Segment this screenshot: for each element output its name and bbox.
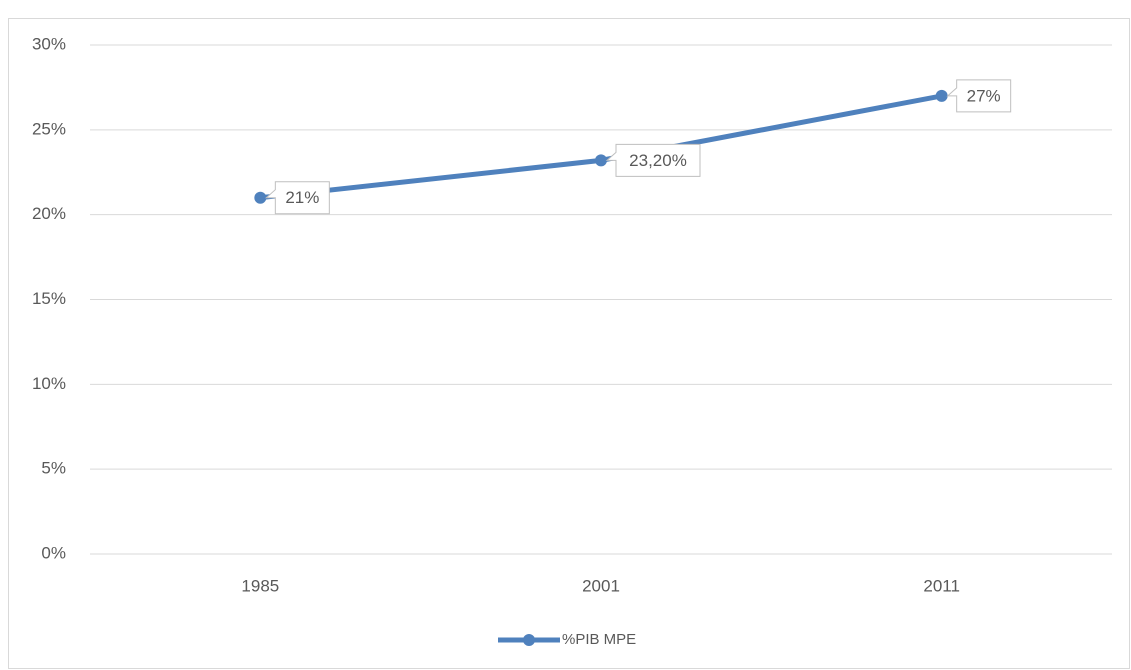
marker bbox=[595, 154, 607, 167]
marker bbox=[254, 191, 267, 204]
y-tick-label: 0% bbox=[41, 543, 66, 562]
marker bbox=[935, 89, 948, 102]
legend-marker bbox=[523, 634, 535, 646]
x-tick-label: 2011 bbox=[923, 576, 960, 595]
y-tick-label: 25% bbox=[32, 119, 66, 138]
label-callout bbox=[605, 143, 701, 177]
x-tick-label: 1985 bbox=[241, 576, 279, 595]
legend-label: %PIB MPE bbox=[562, 631, 636, 648]
label-callout bbox=[265, 181, 330, 215]
x-tick-label: 2001 bbox=[582, 576, 620, 595]
y-tick-label: 5% bbox=[41, 459, 66, 478]
label-callout bbox=[946, 79, 1012, 113]
chart-border bbox=[8, 18, 1130, 669]
data-label: 23,20% bbox=[629, 151, 687, 170]
data-label: 21% bbox=[285, 188, 319, 207]
data-label: 27% bbox=[967, 86, 1001, 105]
y-tick-label: 30% bbox=[32, 34, 66, 53]
y-tick-label: 20% bbox=[32, 204, 66, 223]
y-tick-label: 15% bbox=[32, 289, 66, 308]
y-tick-label: 10% bbox=[32, 374, 66, 393]
